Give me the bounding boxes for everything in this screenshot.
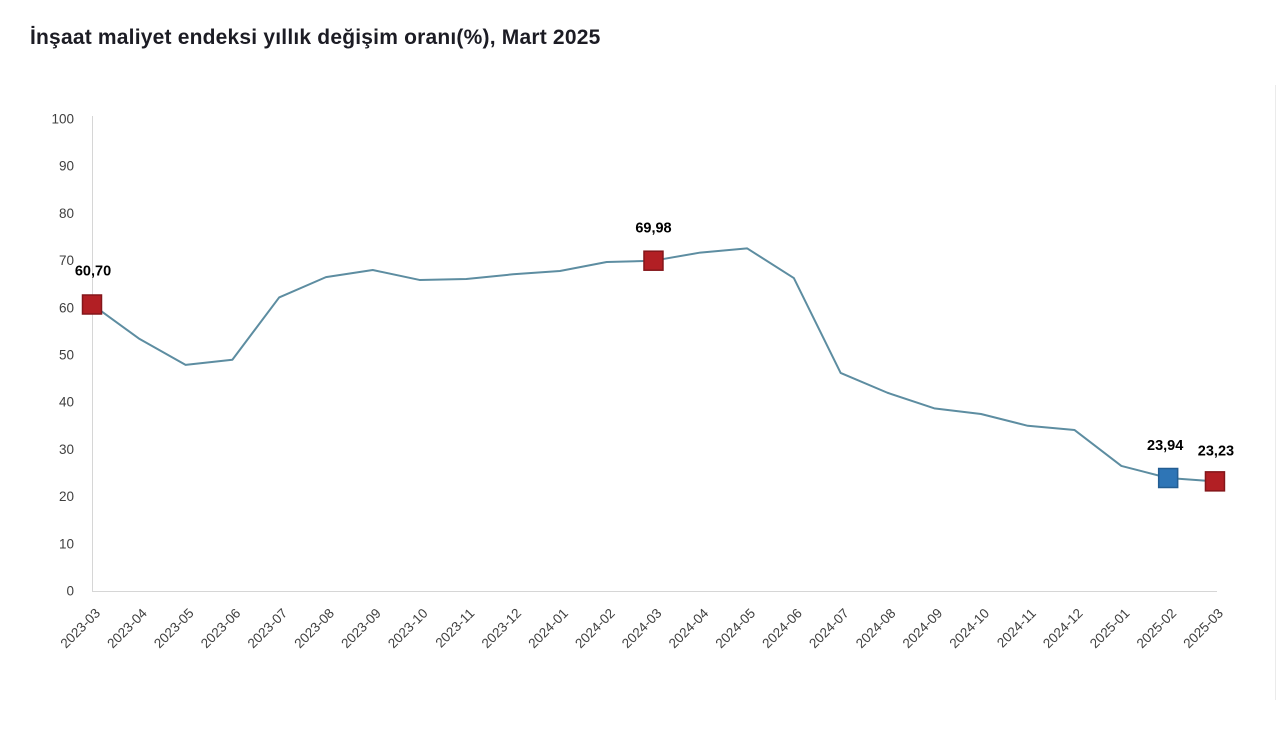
y-tick-label: 50 xyxy=(59,348,74,363)
x-tick-label: 2024-05 xyxy=(713,606,759,652)
x-tick-label: 2023-06 xyxy=(198,606,244,652)
x-tick-label: 2024-07 xyxy=(806,606,852,652)
data-label-2025-03: 23,23 xyxy=(1198,443,1234,459)
x-tick-label: 2023-04 xyxy=(104,605,150,651)
x-tick-label: 2023-03 xyxy=(57,606,103,652)
x-tick-label: 2023-12 xyxy=(479,606,525,652)
x-tick-label: 2025-02 xyxy=(1134,606,1180,652)
x-tick-label: 2024-04 xyxy=(666,605,712,651)
x-tick-label: 2024-09 xyxy=(900,606,946,652)
y-tick-label: 0 xyxy=(66,584,74,599)
x-tick-label: 2023-07 xyxy=(245,606,291,652)
y-tick-label: 30 xyxy=(59,442,74,457)
x-tick-label: 2024-08 xyxy=(853,606,899,652)
series-line xyxy=(91,247,1216,483)
data-label-2025-02: 23,94 xyxy=(1147,438,1183,454)
data-label-2024-03: 69,98 xyxy=(635,221,671,237)
x-tick-label: 2024-03 xyxy=(619,606,665,652)
x-tick-label: 2024-02 xyxy=(572,606,618,652)
chart-title: İnşaat maliyet endeksi yıllık değişim or… xyxy=(30,26,601,49)
y-tick-label: 10 xyxy=(59,536,74,551)
x-tick-label: 2023-11 xyxy=(433,606,478,651)
x-tick-label: 2025-01 xyxy=(1087,606,1133,652)
x-tick-label: 2023-10 xyxy=(385,606,431,652)
marker-2025-02 xyxy=(1157,467,1179,489)
y-tick-label: 40 xyxy=(59,395,74,410)
x-tick-label: 2024-01 xyxy=(525,606,571,652)
x-tick-label: 2023-09 xyxy=(338,606,384,652)
y-tick-label: 60 xyxy=(59,300,74,315)
x-tick-label: 2024-10 xyxy=(946,606,992,652)
data-label-2023-03: 60,70 xyxy=(75,263,111,279)
marker-2025-03 xyxy=(1204,471,1226,492)
y-tick-label: 80 xyxy=(59,206,74,221)
x-tick-label: 2024-11 xyxy=(994,606,1039,651)
y-tick-label: 70 xyxy=(59,253,74,268)
x-tick-label: 2024-06 xyxy=(759,606,805,652)
y-tick-label: 90 xyxy=(59,159,74,174)
marker-2024-03 xyxy=(643,250,664,271)
x-tick-label: 2023-08 xyxy=(291,606,337,652)
x-tick-label: 2023-05 xyxy=(151,606,197,652)
x-tick-label: 2025-03 xyxy=(1180,606,1226,652)
marker-2023-03 xyxy=(81,294,103,315)
y-tick-label: 100 xyxy=(51,112,74,127)
x-tick-label: 2024-12 xyxy=(1040,606,1086,652)
y-tick-label: 20 xyxy=(59,489,74,504)
